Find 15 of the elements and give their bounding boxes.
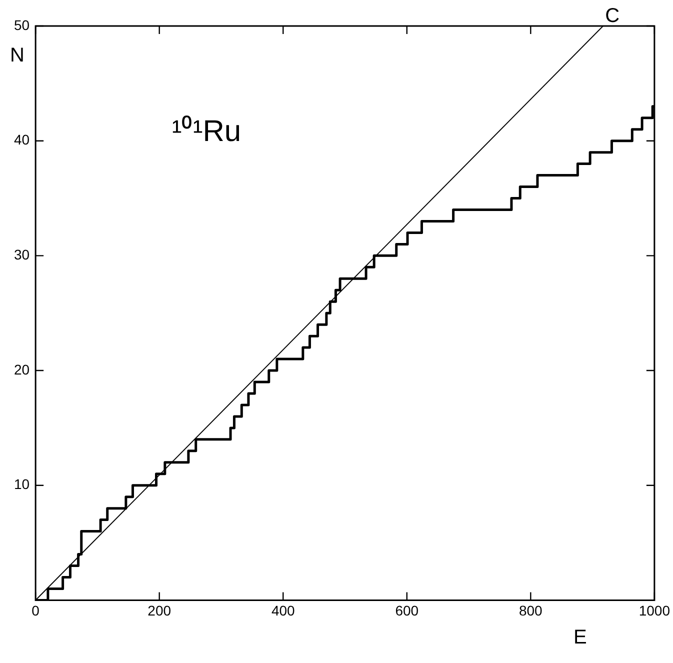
x-tick-label: 400 bbox=[271, 602, 296, 618]
x-tick-label: 1000 bbox=[638, 602, 670, 618]
y-tick-label: 20 bbox=[14, 361, 30, 378]
x-tick-label: 800 bbox=[518, 602, 543, 618]
y-tick-label: 50 bbox=[14, 16, 30, 33]
y-axis-title: N bbox=[10, 44, 24, 67]
annotation: C bbox=[605, 5, 620, 27]
x-tick-label: 0 bbox=[32, 602, 40, 618]
x-axis-title: E bbox=[573, 626, 587, 649]
x-tick-label: 600 bbox=[395, 602, 419, 618]
annotation: ¹⁰¹Ru bbox=[172, 114, 242, 148]
y-tick-label: 30 bbox=[14, 246, 30, 263]
y-tick-label: 40 bbox=[14, 132, 30, 148]
x-tick-label: 200 bbox=[148, 602, 172, 618]
y-tick-label: 10 bbox=[14, 476, 30, 492]
